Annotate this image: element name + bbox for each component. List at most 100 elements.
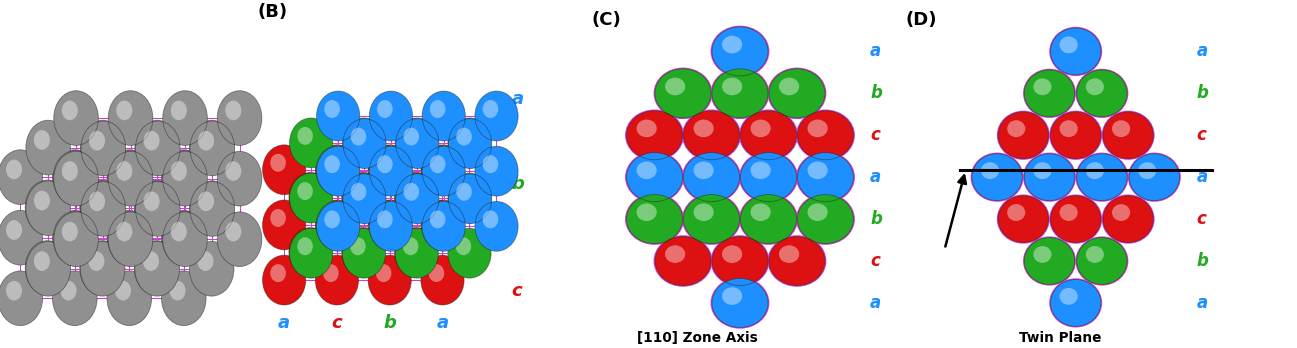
Circle shape [1051, 279, 1101, 326]
Circle shape [449, 174, 492, 224]
Circle shape [376, 264, 392, 282]
Circle shape [368, 145, 412, 195]
Circle shape [323, 154, 339, 172]
Circle shape [89, 191, 105, 211]
Circle shape [189, 182, 235, 236]
Circle shape [769, 69, 825, 118]
Circle shape [170, 160, 187, 180]
Circle shape [457, 128, 472, 145]
Circle shape [711, 68, 769, 119]
Circle shape [1139, 162, 1157, 179]
Circle shape [80, 182, 126, 236]
Circle shape [1060, 37, 1078, 53]
Circle shape [135, 182, 180, 236]
Circle shape [61, 221, 78, 241]
Circle shape [226, 161, 241, 181]
Text: b: b [511, 175, 524, 193]
Circle shape [394, 173, 437, 222]
Circle shape [625, 110, 684, 161]
Circle shape [324, 211, 340, 228]
Circle shape [115, 160, 132, 180]
Circle shape [115, 281, 131, 300]
Circle shape [61, 160, 78, 180]
Circle shape [189, 242, 233, 296]
Circle shape [722, 245, 742, 263]
Circle shape [798, 153, 853, 202]
Circle shape [143, 251, 158, 270]
Text: b: b [870, 84, 882, 102]
Circle shape [324, 100, 340, 118]
Circle shape [117, 101, 132, 120]
Circle shape [798, 195, 853, 244]
Circle shape [0, 271, 43, 326]
Circle shape [297, 181, 313, 199]
Circle shape [779, 78, 799, 95]
Circle shape [189, 121, 235, 176]
Circle shape [1075, 69, 1128, 118]
Circle shape [396, 174, 438, 224]
Circle shape [429, 154, 444, 172]
Circle shape [144, 191, 160, 211]
Text: a: a [870, 294, 882, 312]
Text: (B): (B) [257, 3, 287, 22]
Circle shape [655, 237, 711, 285]
Circle shape [34, 130, 51, 150]
Circle shape [171, 101, 187, 120]
Circle shape [162, 91, 208, 145]
Circle shape [62, 101, 78, 120]
Circle shape [115, 221, 132, 241]
Text: c: c [1196, 210, 1206, 228]
Circle shape [429, 211, 445, 228]
Circle shape [403, 237, 419, 255]
Circle shape [422, 145, 464, 195]
Circle shape [289, 173, 333, 223]
Circle shape [350, 183, 366, 201]
Text: Twin Plane: Twin Plane [1019, 331, 1101, 345]
Circle shape [1077, 70, 1127, 117]
Circle shape [198, 191, 214, 211]
Circle shape [108, 91, 153, 145]
Circle shape [117, 222, 132, 242]
Circle shape [1101, 195, 1154, 244]
Circle shape [226, 222, 241, 242]
Circle shape [88, 130, 105, 150]
Circle shape [342, 118, 385, 168]
Circle shape [1112, 204, 1130, 221]
Circle shape [52, 210, 97, 265]
Circle shape [189, 120, 233, 175]
Circle shape [457, 183, 472, 201]
Circle shape [1086, 246, 1104, 263]
Circle shape [342, 119, 387, 168]
Circle shape [162, 212, 208, 267]
Circle shape [1102, 196, 1153, 243]
Circle shape [34, 251, 51, 271]
Circle shape [637, 161, 656, 179]
Circle shape [143, 191, 160, 210]
Circle shape [368, 255, 411, 305]
Circle shape [144, 131, 160, 151]
Circle shape [324, 155, 340, 173]
Circle shape [1060, 204, 1078, 221]
Circle shape [403, 127, 419, 145]
Circle shape [26, 181, 70, 236]
Circle shape [682, 110, 741, 161]
Circle shape [316, 201, 359, 251]
Circle shape [1051, 112, 1101, 159]
Circle shape [396, 119, 438, 168]
Circle shape [970, 152, 1023, 202]
Circle shape [711, 26, 769, 77]
Circle shape [739, 151, 798, 203]
Circle shape [53, 91, 99, 145]
Circle shape [53, 212, 99, 267]
Circle shape [315, 145, 358, 195]
Circle shape [741, 195, 796, 244]
Circle shape [637, 120, 656, 137]
Circle shape [694, 203, 713, 221]
Circle shape [79, 180, 125, 235]
Circle shape [270, 154, 285, 172]
Circle shape [1051, 196, 1101, 243]
Circle shape [117, 161, 132, 181]
Circle shape [429, 100, 445, 118]
Circle shape [171, 222, 187, 242]
Circle shape [52, 150, 97, 204]
